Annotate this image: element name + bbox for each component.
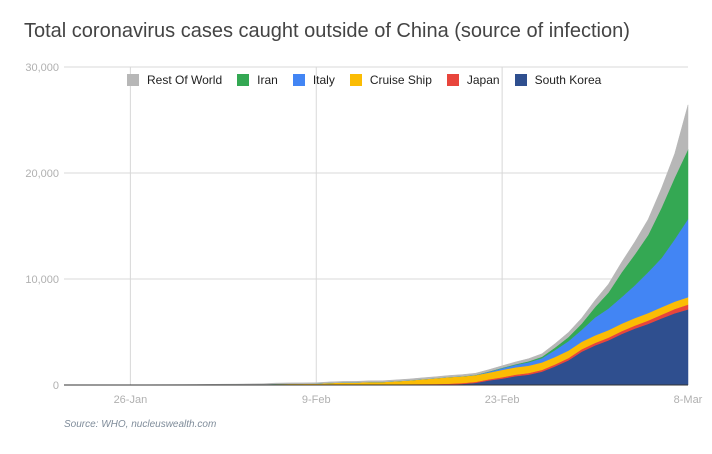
legend-swatch <box>446 74 459 86</box>
legend-item: Italy <box>292 73 335 87</box>
legend: Rest Of World Iran Italy Cruise Ship Japan So… <box>127 73 616 87</box>
legend-label: South Korea <box>534 73 602 87</box>
x-tick-label: 23-Feb <box>485 394 520 406</box>
x-tick-label: 9-Feb <box>302 394 331 406</box>
y-tick-label: 30,000 <box>25 62 59 74</box>
source-note: Source: WHO, nucleuswealth.com <box>64 419 217 430</box>
legend-label: Japan <box>466 73 500 87</box>
legend-swatch <box>237 74 250 86</box>
legend-swatch <box>127 74 139 86</box>
legend-item: South Korea <box>514 73 602 87</box>
x-tick-label: 26-Jan <box>114 394 148 406</box>
legend-item: Cruise Ship <box>349 73 432 87</box>
legend-item: Japan <box>446 73 500 87</box>
y-tick-label: 0 <box>53 380 59 392</box>
x-tick-label: 8-Mar <box>674 394 703 406</box>
axes: 0 10,000 20,000 30,000 26-Jan 9-Feb 23-Feb 8-Ma… <box>25 62 702 406</box>
legend-label: Cruise Ship <box>369 73 432 87</box>
legend-label: Italy <box>312 73 335 87</box>
y-tick-label: 10,000 <box>25 274 59 286</box>
legend-label: Rest Of World <box>147 73 223 87</box>
y-tick-label: 20,000 <box>25 168 59 180</box>
legend-item: Iran <box>237 73 278 87</box>
legend-label: Iran <box>257 73 278 87</box>
chart-title: Total coronavirus cases caught outside o… <box>24 20 630 42</box>
gridlines <box>64 66 688 385</box>
series-areas <box>63 104 689 386</box>
legend-swatch <box>349 74 362 86</box>
legend-swatch <box>514 74 527 86</box>
area-rest-of-world <box>63 104 689 386</box>
legend-item: Rest Of World <box>127 73 222 87</box>
legend-swatch <box>292 74 305 86</box>
